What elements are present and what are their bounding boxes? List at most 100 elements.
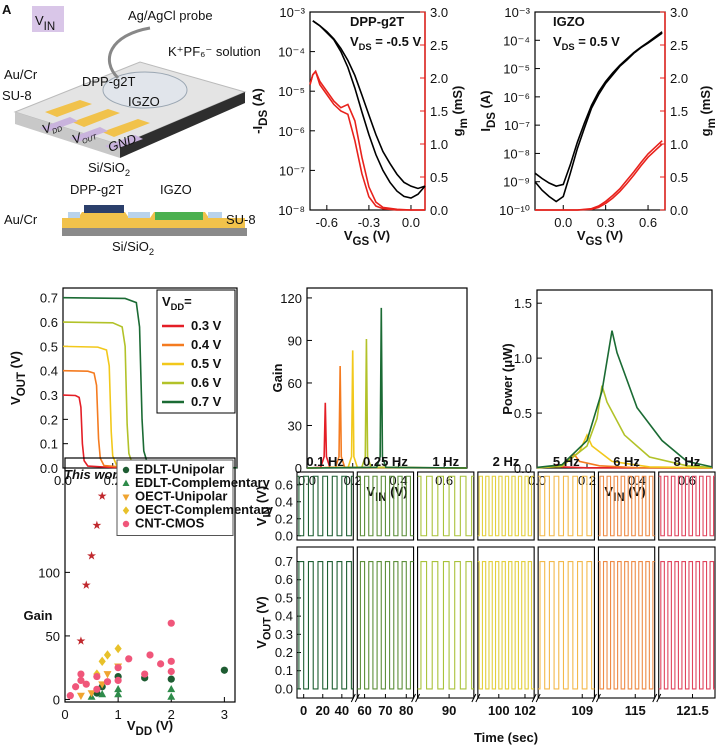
y-tick-label: 0.4: [275, 494, 293, 509]
point: [125, 655, 133, 663]
electrode: [45, 100, 92, 117]
label-part: DS: [486, 112, 498, 128]
label-part: V: [8, 396, 23, 405]
y2-axis-label: gm (mS): [698, 86, 718, 137]
legend-label: EDLT-Complementary: [135, 475, 271, 490]
x-tick-label: 80: [399, 703, 413, 718]
square-wave: [598, 561, 655, 690]
label-part: m: [706, 118, 718, 128]
series-line: [306, 350, 468, 469]
label-part: (V): [8, 351, 23, 372]
legend-label: 0.4 V: [191, 337, 222, 352]
annotation: This work: [64, 467, 125, 482]
point: [114, 684, 123, 693]
plot-frame: [536, 289, 713, 469]
label-part: V: [344, 228, 353, 243]
x-tick-label: 20: [316, 703, 330, 718]
label-part: m: [458, 118, 470, 128]
point: [103, 671, 112, 679]
label-part: g: [450, 128, 465, 136]
legend-label: CNT-CMOS: [135, 516, 205, 531]
x-tick-label: 0: [61, 707, 68, 722]
square-wave: [297, 475, 354, 537]
y2-tick-label: 3.0: [670, 5, 688, 20]
plot-frame: [417, 471, 475, 541]
v-in: VIN: [35, 13, 55, 33]
point: [72, 683, 80, 691]
y-tick-label: 10⁻³: [279, 5, 305, 20]
point: [103, 650, 112, 660]
y-tick-label: 0.1: [275, 663, 293, 678]
label-part: IN: [262, 507, 274, 518]
plot-frame: [537, 471, 595, 541]
label-part: DS: [562, 42, 575, 52]
y-tick-label: 10⁻⁵: [278, 84, 305, 99]
y-axis-label: VOUT (V): [8, 351, 28, 405]
x-tick-label: 2: [168, 707, 175, 722]
x-tick-label: 40: [335, 703, 349, 718]
y-tick-label: 0.2: [40, 412, 58, 427]
y-tick-label: 0: [53, 692, 60, 707]
y-tick-label: 0: [295, 461, 302, 476]
y-tick-label: 50: [46, 629, 60, 644]
electrode: [72, 109, 120, 127]
electrode: [102, 119, 150, 137]
label-part: (A): [250, 88, 265, 110]
legend-label: OECT-Complementary: [135, 502, 274, 517]
label-part: GS: [586, 236, 603, 248]
series-line: [306, 339, 468, 469]
point: [98, 656, 106, 667]
label-part: V: [254, 640, 269, 649]
label-part: OUT: [16, 372, 28, 396]
cs-igzo: [155, 212, 203, 220]
x-tick-label: 100: [488, 703, 510, 718]
segment-label: 6 Hz: [613, 454, 640, 469]
y-tick-label: 0.5: [514, 406, 532, 421]
label-part: V: [577, 228, 586, 243]
plot-frame: [64, 457, 236, 703]
label-part: DS: [258, 110, 270, 126]
segment-label: 0.25 Hz: [363, 454, 408, 469]
y-tick-label: 10⁻³: [504, 5, 530, 20]
series-line: [309, 69, 425, 211]
legend-box: [156, 289, 236, 414]
label-part: Si/SiO: [112, 239, 149, 254]
dpp-label: DPP-g2T: [82, 74, 136, 89]
solution-label: K⁺PF₆⁻ solution: [168, 44, 261, 59]
point: [114, 690, 123, 698]
y2-tick-label: 0.5: [670, 170, 688, 185]
square-wave: [538, 561, 595, 690]
legend-label: 0.3 V: [191, 318, 222, 333]
label-part: DS: [359, 42, 372, 52]
su8-label: SU-8: [2, 88, 32, 103]
x-axis-label: Time (sec): [474, 730, 538, 745]
label-part: IN: [613, 492, 625, 504]
y-tick-label: 30: [288, 418, 302, 433]
label-part: V: [366, 484, 375, 499]
legend-label: 0.6 V: [191, 375, 222, 390]
y-axis-label: Power (μW): [500, 343, 515, 415]
label-part: = 0.5 V: [575, 34, 620, 49]
label-part: (mS): [450, 86, 465, 119]
axis-break: [411, 693, 421, 703]
y-tick-label: 10⁻⁴: [278, 45, 305, 60]
droplet: [102, 71, 188, 109]
y-tick-label: 10⁻⁴: [503, 33, 530, 48]
point: [97, 491, 107, 500]
point: [114, 676, 122, 684]
label-part: V: [553, 34, 562, 49]
y-tick-label: 0.0: [40, 461, 58, 476]
y-tick-label: 60: [288, 376, 302, 391]
y-tick-label: 90: [288, 333, 302, 348]
v-in-badge: [32, 6, 64, 32]
label-part: I: [478, 128, 493, 132]
x-axis-label: VDD (V): [127, 718, 173, 738]
x-tick-label: 109: [571, 703, 593, 718]
pad: [105, 135, 143, 150]
y2-tick-label: 0.5: [430, 170, 448, 185]
point: [87, 690, 96, 698]
label-part: (V): [152, 718, 173, 733]
y2-tick-label: 2.0: [430, 71, 448, 86]
y-tick-label: 10⁻⁷: [279, 163, 305, 178]
